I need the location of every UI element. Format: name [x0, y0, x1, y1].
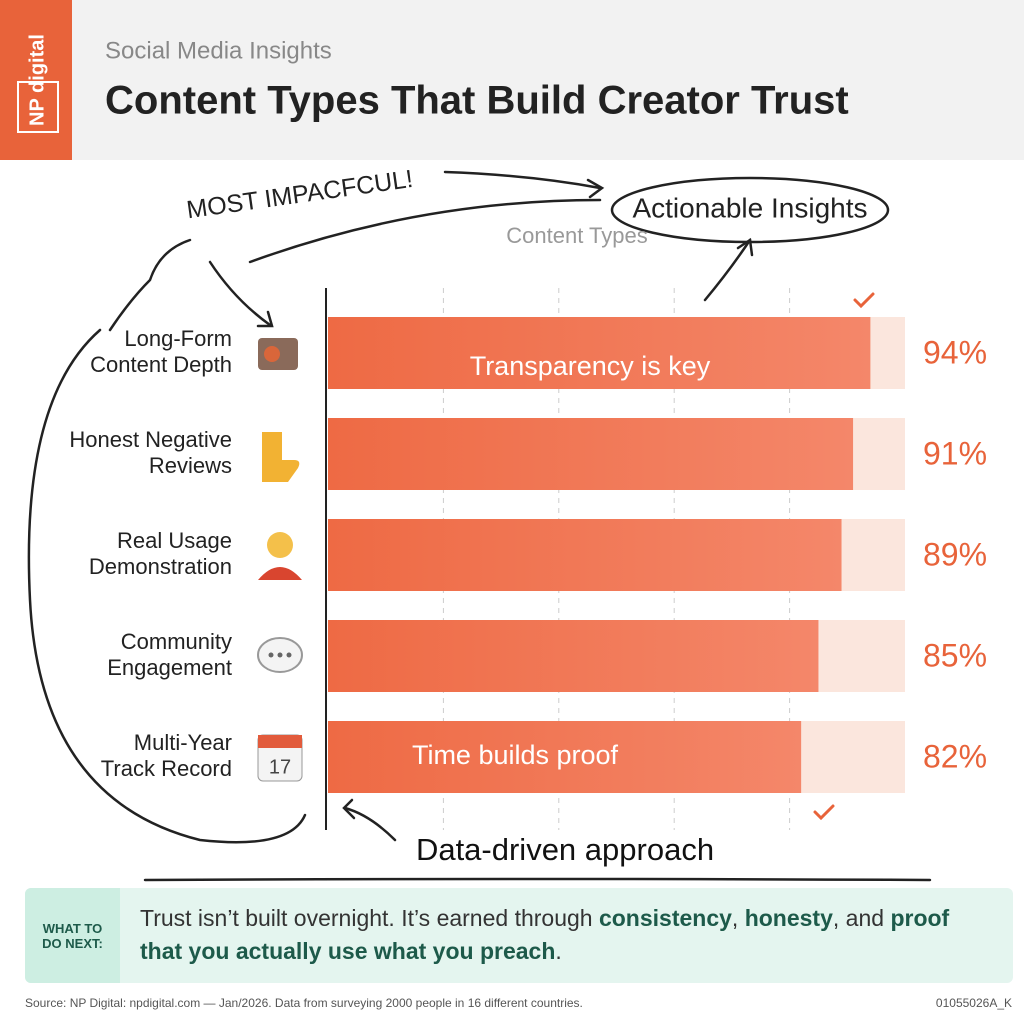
callout-heading: WHAT TO DO NEXT:	[25, 888, 120, 983]
category-label: Multi-Year Track Record	[101, 730, 232, 781]
header-bg	[0, 0, 1024, 160]
annotation: MOST IMPACFCUL!	[185, 165, 415, 224]
callout-part: proof that you actually use what you pre…	[140, 905, 950, 964]
svg-text:17: 17	[269, 756, 291, 778]
logo-box	[0, 0, 72, 160]
value-label: 91%	[923, 435, 987, 471]
axis-label: Content Types	[506, 223, 647, 248]
logo-frame	[17, 81, 59, 133]
callout-part: Trust isn’t built overnight. It’s earned…	[140, 905, 599, 931]
category-label: Real Usage Demonstration	[89, 528, 232, 579]
category-label: Long-Form Content Depth	[90, 326, 232, 377]
value-label: 85%	[923, 637, 987, 673]
callout-part: ,	[731, 905, 745, 931]
category-label: Honest Negative Reviews	[69, 427, 232, 478]
logo: NP digital	[26, 34, 48, 126]
code: 01055026A_K	[935, 996, 1012, 1010]
callout-part: honesty	[744, 905, 833, 931]
annotation: Transparency is key	[470, 351, 711, 381]
bar	[328, 418, 854, 490]
callout-part: consistency	[598, 905, 732, 931]
bar	[328, 721, 802, 793]
category-label: Community Engagement	[107, 629, 232, 680]
callout-part: .	[555, 938, 562, 964]
annotation: Data-driven approach	[416, 832, 714, 867]
value-label: 89%	[923, 536, 987, 572]
annotation: Actionable Insights	[632, 192, 867, 223]
chart-title: Content Types That Build Creator Trust	[105, 79, 849, 123]
bar	[328, 519, 842, 591]
callout-part: , and	[832, 905, 891, 931]
bar	[328, 620, 819, 692]
bar	[328, 317, 871, 389]
annotation: Time builds proof	[412, 740, 619, 770]
subtitle: Social Media Insights	[105, 37, 332, 64]
callout: WHAT TO DO NEXT: Trust isn’t built overn…	[25, 888, 1013, 983]
value-label: 82%	[923, 738, 987, 774]
value-label: 94%	[923, 334, 987, 370]
callout-text: Trust isn’t built overnight. It’s earned…	[120, 888, 1013, 983]
source: Source: NP Digital: npdigital.com — Jan/…	[25, 996, 583, 1010]
